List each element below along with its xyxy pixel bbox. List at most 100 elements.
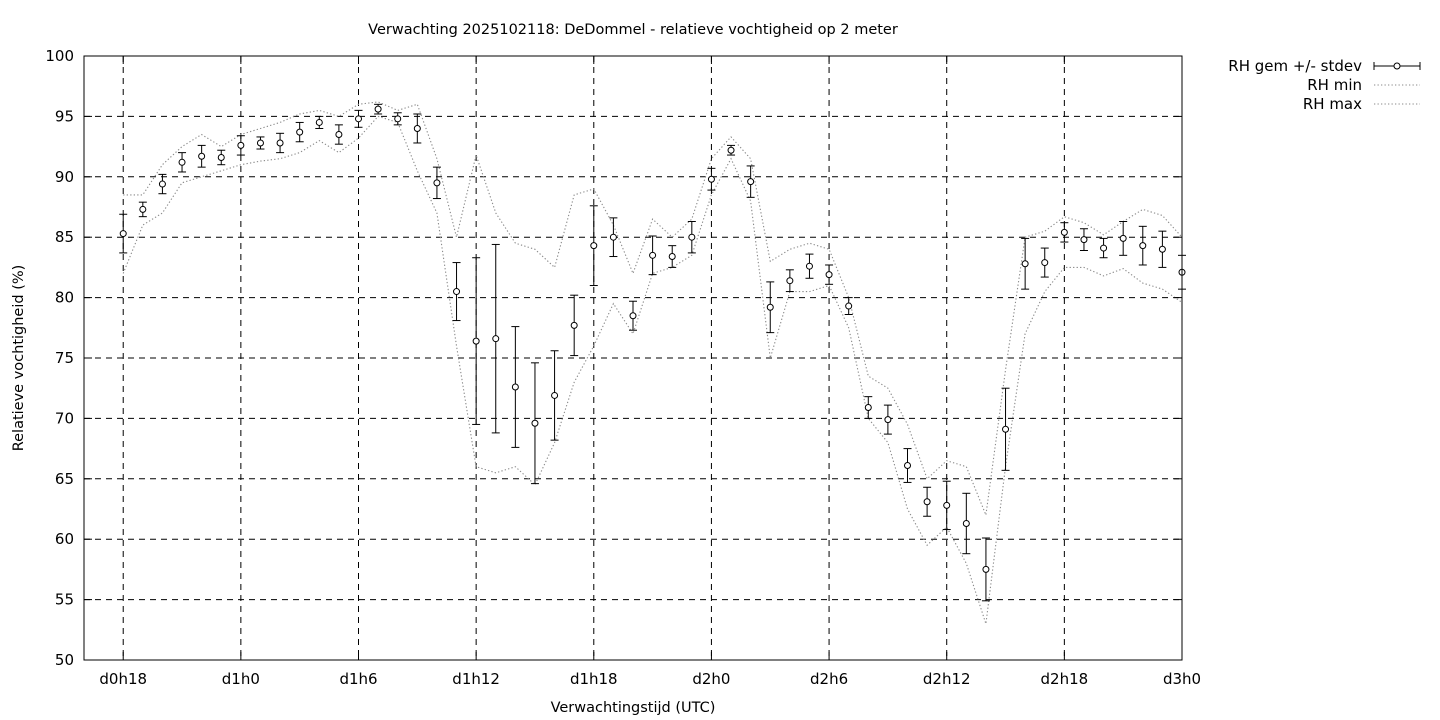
rh-mean-point <box>276 132 285 154</box>
rh-mean-point <box>432 166 441 200</box>
rh-mean-point <box>766 281 775 334</box>
y-tick-label: 95 <box>55 107 74 125</box>
data-points <box>119 103 1186 602</box>
rh-mean-point <box>687 220 696 254</box>
rh-mean-marker <box>707 175 715 183</box>
rh-mean-marker <box>158 180 166 188</box>
x-tick-label: d0h18 <box>99 670 147 688</box>
rh-mean-marker <box>845 302 853 310</box>
x-tick-label: d3h0 <box>1163 670 1201 688</box>
rh-mean-point <box>1040 247 1049 278</box>
rh-mean-point <box>374 103 383 115</box>
rh-mean-point <box>158 173 167 195</box>
rh-mean-marker <box>237 141 245 149</box>
rh-mean-point <box>334 124 343 145</box>
rh-mean-marker <box>766 303 774 311</box>
rh-mean-marker <box>904 462 911 470</box>
x-tick-label: d2h12 <box>923 670 971 688</box>
y-tick-label: 70 <box>55 409 74 427</box>
rh-mean-point <box>315 115 324 129</box>
rh-mean-marker <box>864 404 872 412</box>
rh-mean-point <box>1001 387 1010 471</box>
rh-mean-marker <box>139 205 147 213</box>
y-tick-label: 90 <box>55 168 74 186</box>
rh-mean-point <box>217 149 226 166</box>
rh-mean-point <box>1060 222 1069 243</box>
rh-mean-point <box>785 269 794 293</box>
y-tick-label: 65 <box>55 470 74 488</box>
rh-mean-point <box>727 144 736 156</box>
rh-mean-point <box>236 135 245 156</box>
legend-swatch-marker <box>1393 62 1401 70</box>
rh-mean-marker <box>276 139 284 147</box>
rh-mean-marker <box>1041 259 1049 267</box>
rh-mean-marker <box>668 253 676 261</box>
rh-mean-point <box>981 537 990 602</box>
rh-mean-point <box>746 165 755 198</box>
rh-mean-marker <box>943 501 951 509</box>
rh-mean-point <box>256 136 265 150</box>
rh-mean-point <box>530 362 539 485</box>
rh-mean-point <box>178 152 187 173</box>
rh-mean-point <box>570 294 579 357</box>
rh-mean-point <box>119 213 128 254</box>
rh-mean-point <box>648 235 657 276</box>
rh-mean-marker <box>805 262 813 270</box>
rh-mean-point <box>942 480 951 531</box>
rh-mean-marker <box>649 251 657 259</box>
rh-mean-marker <box>178 158 186 166</box>
rh-mean-marker <box>570 321 578 329</box>
rh-mean-marker <box>433 179 441 187</box>
plot-frame <box>83 55 1183 661</box>
rh-mean-marker <box>256 139 264 147</box>
rh-mean-marker <box>531 419 539 427</box>
rh-mean-marker <box>198 152 206 160</box>
rh-mean-point <box>962 492 971 555</box>
x-tick-label: d2h0 <box>692 670 730 688</box>
rh-mean-point <box>1119 220 1128 256</box>
rh-mean-point <box>491 243 500 434</box>
rh-mean-marker <box>472 337 480 345</box>
rh-mean-marker <box>119 230 127 238</box>
rh-mean-point <box>138 201 147 218</box>
rh-mean-marker <box>1100 244 1108 252</box>
rh-mean-point <box>295 121 304 143</box>
x-tick-label: d2h6 <box>810 670 848 688</box>
minmax-lines <box>122 101 1183 624</box>
rh-mean-marker <box>335 131 343 139</box>
rh-mean-marker <box>1080 236 1088 244</box>
grid-lines <box>84 56 1183 660</box>
rh-mean-point <box>589 205 598 287</box>
rh-mean-marker <box>629 312 637 320</box>
rh-mean-marker <box>962 519 970 527</box>
rh-mean-marker <box>315 118 323 126</box>
x-axis-label: Verwachtingstijd (UTC) <box>551 700 716 716</box>
x-tick-label: d1h0 <box>222 670 260 688</box>
rh-mean-point <box>1158 230 1167 268</box>
rh-mean-point <box>472 257 481 425</box>
legend-label: RH gem +/- stdev <box>1228 57 1362 75</box>
rh-mean-point <box>903 448 912 483</box>
rh-mean-point <box>707 167 716 191</box>
rh-mean-point <box>197 144 206 168</box>
x-tick-label: d2h18 <box>1041 670 1089 688</box>
rh-mean-point <box>609 217 618 258</box>
rh-mean-point <box>844 297 853 316</box>
y-tick-label: 60 <box>55 530 74 548</box>
rh-mean-point <box>883 404 892 435</box>
rh-mean-point <box>864 396 873 419</box>
rh-mean-point <box>452 262 461 322</box>
rh-mean-point <box>1021 237 1030 290</box>
rh-mean-point <box>550 350 559 441</box>
rh-mean-point <box>354 109 363 128</box>
axis-ticks: 50 55 60 65 70 75 80 85 90 95 100 d0h18 d1h0 d1h6 d1h1… <box>45 47 1201 688</box>
rh-mean-point <box>511 326 520 448</box>
y-tick-label: 50 <box>55 651 74 669</box>
rh-mean-point <box>1138 225 1147 266</box>
rh-mean-marker <box>747 178 755 186</box>
rh-mean-marker <box>374 105 382 113</box>
rh-mean-point <box>668 245 677 268</box>
rh-max-line <box>123 101 1183 518</box>
y-tick-label: 75 <box>55 349 74 367</box>
